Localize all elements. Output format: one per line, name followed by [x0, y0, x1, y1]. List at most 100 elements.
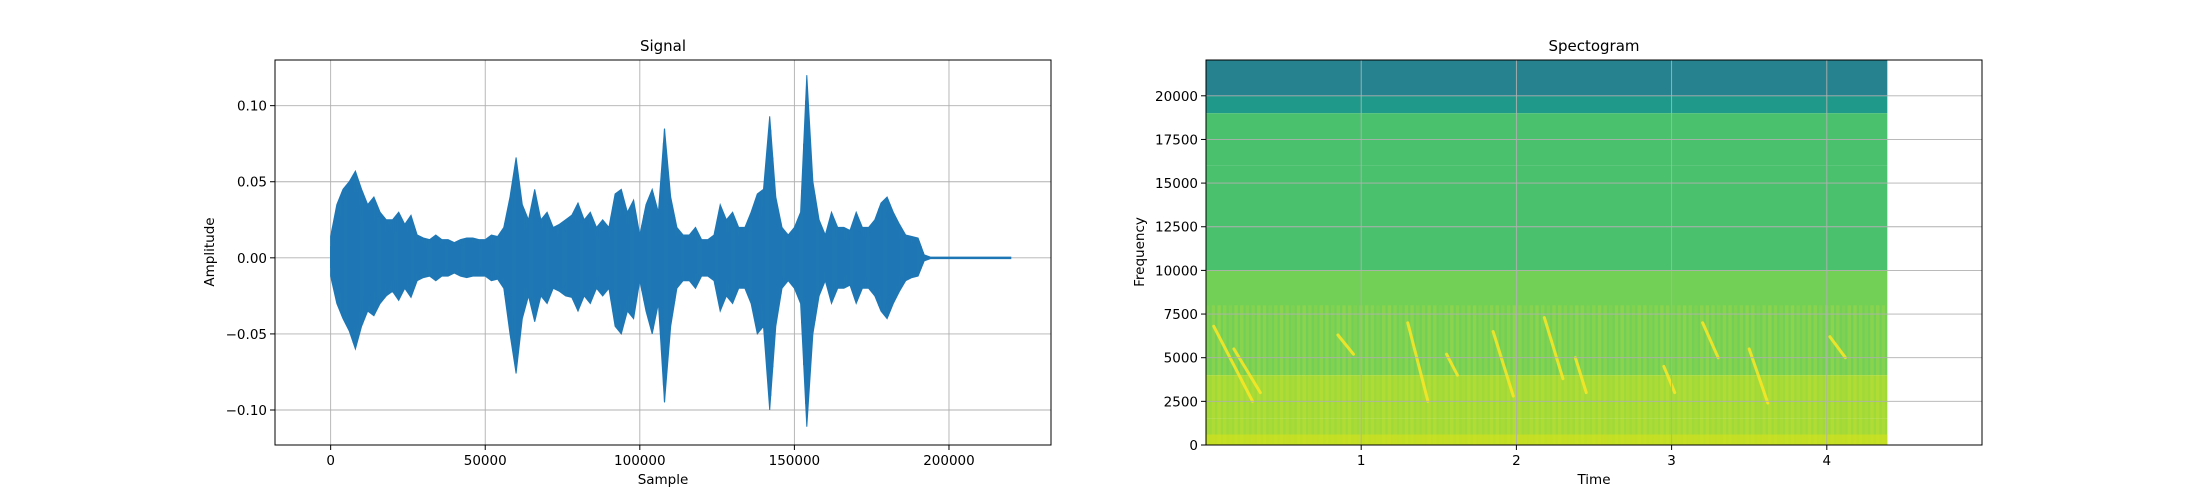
spectrogram-texture	[1410, 305, 1414, 445]
spectrogram-texture	[1399, 305, 1403, 445]
spectrogram-texture	[1762, 305, 1766, 445]
spectrogram-texture	[1495, 305, 1499, 445]
spectrogram-call-streak	[1212, 324, 1255, 403]
spectrogram-band	[1206, 165, 1888, 271]
spectrogram-texture	[1614, 305, 1619, 445]
spectrogram-texture	[1330, 305, 1335, 445]
spectrogram-texture	[1228, 305, 1233, 445]
spectrogram-texture	[1620, 305, 1624, 445]
spectrogram-texture	[1302, 305, 1306, 445]
spectrogram-texture	[1654, 305, 1658, 445]
spectrogram-y-ticks: 0 2500 5000 7500 10000 12500 15000 17500 20000	[1155, 89, 1206, 454]
spectrogram-texture	[1262, 305, 1267, 445]
spectrogram-texture	[1660, 305, 1664, 445]
spectrogram-title: Spectogram	[1548, 37, 1639, 55]
spectrogram-texture	[1858, 305, 1863, 445]
spectrogram-texture	[1353, 305, 1357, 445]
spectrogram-texture	[1711, 305, 1715, 445]
spectrogram-texture	[1347, 305, 1352, 445]
spectrogram-call-streak	[1542, 316, 1565, 381]
spectrogram-texture	[1438, 305, 1443, 445]
spectrogram-texture	[1478, 305, 1482, 445]
spectrogram-texture	[1484, 305, 1488, 445]
signal-y-tick-label: 0.10	[237, 99, 267, 115]
spectrogram-texture	[1631, 305, 1636, 445]
spectrogram-call-streak	[1662, 364, 1677, 395]
spectrogram-texture	[1461, 305, 1465, 445]
signal-x-tick-label: 150000	[769, 453, 821, 469]
spectrogram-texture	[1751, 305, 1755, 445]
spectrogram-x-label: Time	[1576, 472, 1610, 488]
spectrogram-texture	[1489, 305, 1494, 445]
spectrogram-texture	[1694, 305, 1698, 445]
spectrogram-texture	[1592, 305, 1596, 445]
spectrogram-texture	[1506, 305, 1511, 445]
spectrogram-y-tick-label: 12500	[1155, 220, 1198, 236]
spectrogram-texture	[1705, 305, 1709, 445]
signal-chart: 0 50000 100000 150000 200000 −0.10 −0.05 0.00 0…	[202, 37, 1052, 488]
spectrogram-call-streak	[1336, 333, 1355, 356]
signal-y-tick-label: −0.10	[226, 403, 267, 419]
spectrogram-texture	[1308, 305, 1312, 445]
spectrogram-texture	[1881, 305, 1886, 445]
spectrogram-texture	[1688, 305, 1692, 445]
spectrogram-texture	[1734, 305, 1738, 445]
spectrogram-y-tick-label: 7500	[1164, 307, 1198, 323]
signal-x-tick-label: 50000	[464, 453, 507, 469]
spectrogram-texture	[1785, 305, 1789, 445]
spectrogram-texture	[1279, 305, 1284, 445]
spectrogram-y-tick-label: 0	[1189, 438, 1198, 454]
signal-x-tick-label: 200000	[923, 453, 975, 469]
spectrogram-texture	[1427, 305, 1431, 445]
signal-waveform	[330, 75, 1012, 427]
spectrogram-texture	[1450, 305, 1454, 445]
spectrogram-texture	[1467, 305, 1471, 445]
spectrogram-texture	[1870, 305, 1874, 445]
spectrogram-texture	[1370, 305, 1375, 445]
spectrogram-texture	[1671, 305, 1675, 445]
spectrogram-texture	[1251, 305, 1255, 445]
spectrogram-y-tick-label: 10000	[1155, 263, 1198, 279]
spectrogram-texture	[1274, 305, 1278, 445]
spectrogram-band	[1206, 270, 1888, 315]
spectrogram-texture	[1234, 305, 1238, 445]
spectrogram-texture	[1365, 305, 1369, 445]
spectrogram-texture	[1575, 305, 1579, 445]
spectrogram-x-ticks: 1 2 3 4	[1357, 445, 1831, 469]
spectrogram-texture	[1535, 305, 1539, 445]
spectrogram-y-tick-label: 5000	[1164, 351, 1198, 367]
spectrogram-texture	[1648, 305, 1653, 445]
spectrogram-call-streak	[1406, 321, 1430, 403]
spectrogram-texture	[1501, 305, 1505, 445]
spectrogram-texture	[1802, 305, 1806, 445]
spectrogram-texture	[1609, 305, 1613, 445]
signal-y-tick-label: 0.05	[237, 175, 267, 191]
spectrogram-texture	[1421, 305, 1426, 445]
spectrogram-texture	[1336, 305, 1340, 445]
signal-frame	[274, 59, 1052, 446]
spectrogram-texture	[1319, 305, 1323, 445]
spectrogram-texture	[1790, 305, 1795, 445]
spectrogram-texture	[1853, 305, 1857, 445]
signal-y-label: Amplitude	[202, 217, 218, 286]
spectrogram-texture	[1563, 305, 1568, 445]
spectrogram-texture	[1245, 305, 1250, 445]
spectrogram-texture	[1779, 305, 1783, 445]
spectrogram-texture	[1342, 305, 1346, 445]
spectrogram-texture	[1700, 305, 1704, 445]
spectrogram-texture	[1285, 305, 1289, 445]
signal-x-tick-label: 100000	[614, 453, 666, 469]
spectrogram-texture	[1268, 305, 1272, 445]
spectrogram-texture	[1325, 305, 1329, 445]
spectrogram-texture	[1376, 305, 1380, 445]
spectrogram-y-tick-label: 15000	[1155, 176, 1198, 192]
spectrogram-texture	[1586, 305, 1590, 445]
spectrogram-texture	[1387, 305, 1392, 445]
spectrogram-texture	[1643, 305, 1647, 445]
signal-y-ticks: −0.10 −0.05 0.00 0.05 0.10	[226, 99, 275, 419]
signal-x-label: Sample	[638, 472, 689, 488]
spectrogram-texture	[1847, 305, 1851, 445]
spectrogram-texture	[1836, 305, 1840, 445]
spectrogram-y-label: Frequency	[1132, 217, 1148, 287]
